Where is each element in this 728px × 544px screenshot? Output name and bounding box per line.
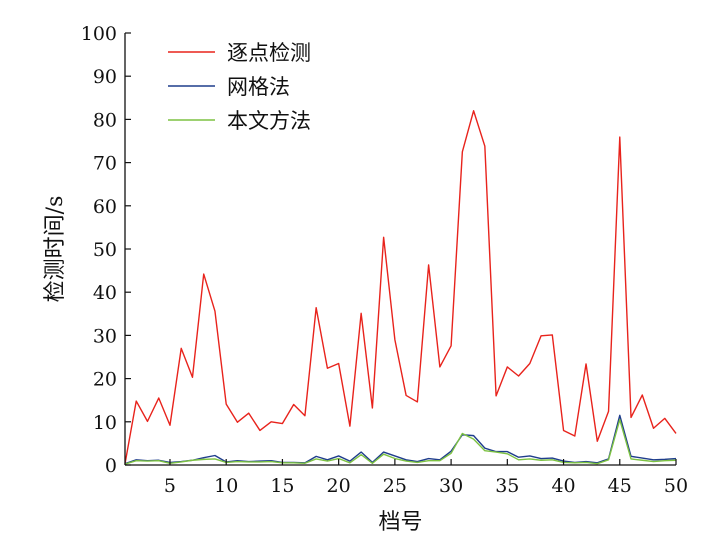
y-tick-label: 80 (93, 109, 117, 131)
x-tick-label: 45 (608, 475, 632, 497)
y-tick-label: 30 (93, 325, 117, 347)
y-tick-label: 10 (93, 412, 117, 434)
x-tick-label: 50 (664, 475, 688, 497)
y-tick-label: 50 (93, 239, 117, 261)
series-line-2 (124, 414, 677, 465)
y-tick-label: 90 (93, 66, 117, 88)
x-tick-label: 5 (164, 475, 176, 497)
x-tick-label: 35 (495, 475, 519, 497)
x-tick-label: 10 (214, 475, 238, 497)
x-tick-label: 15 (270, 475, 294, 497)
y-tick-label: 60 (93, 196, 117, 218)
x-axis-title: 档号 (378, 510, 422, 535)
legend-label: 逐点检测 (227, 41, 311, 65)
y-axis-ticks: 0 10 20 30 40 50 60 70 80 90 100 (81, 23, 131, 477)
y-axis-title: 检测时间/s (43, 196, 68, 303)
legend-label: 网格法 (227, 75, 290, 99)
x-tick-label: 40 (551, 475, 575, 497)
y-tick-label: 100 (81, 23, 117, 45)
y-tick-label: 20 (93, 369, 117, 391)
series-lines (124, 110, 677, 465)
y-tick-label: 70 (93, 153, 117, 175)
series-line-3 (124, 418, 677, 465)
x-axis-ticks: 5 10 15 20 25 30 35 40 45 50 (164, 459, 688, 497)
x-tick-label: 30 (439, 475, 463, 497)
series-line-1 (124, 110, 677, 464)
x-tick-label: 20 (327, 475, 351, 497)
axes (124, 33, 676, 466)
y-tick-label: 0 (105, 455, 117, 477)
y-tick-label: 40 (93, 282, 117, 304)
x-tick-label: 25 (383, 475, 407, 497)
legend-label: 本文方法 (227, 109, 311, 133)
